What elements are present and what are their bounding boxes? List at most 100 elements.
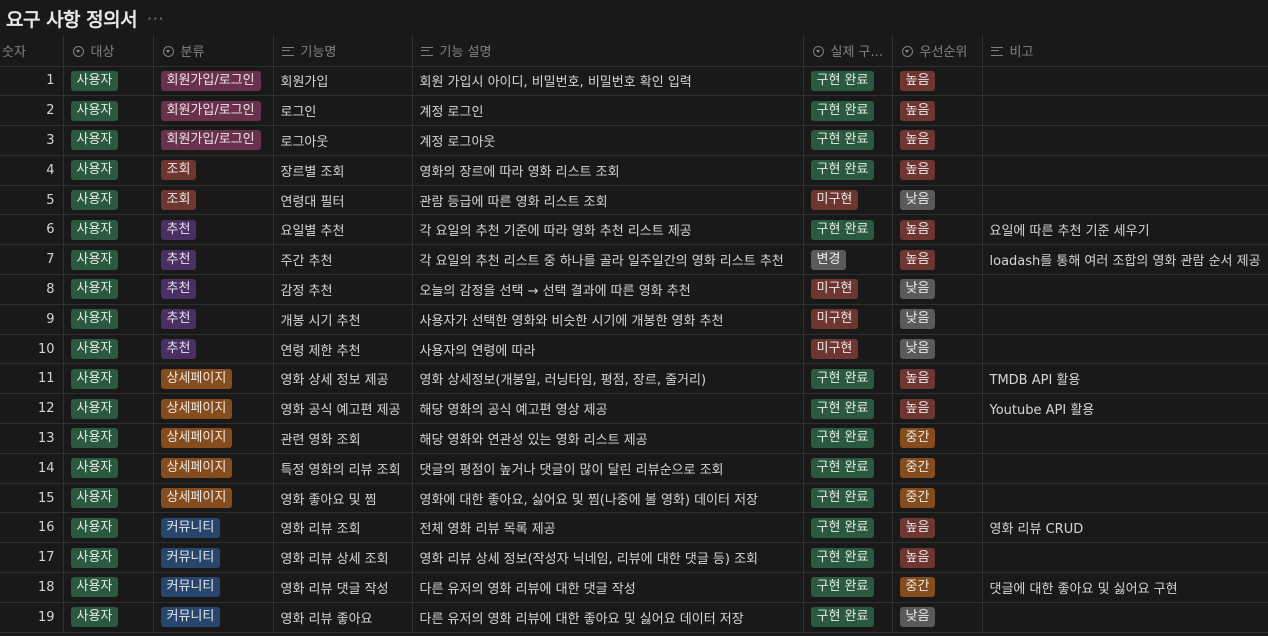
- target-cell[interactable]: 사용자: [63, 393, 154, 425]
- category-cell[interactable]: 조회: [153, 155, 274, 186]
- note-cell[interactable]: [982, 602, 1268, 633]
- category-cell[interactable]: 추천: [153, 334, 274, 365]
- feature-cell[interactable]: 영화 리뷰 좋아요: [273, 602, 413, 633]
- table-row[interactable]: 2 사용자 회원가입/로그인 로그인 계정 로그인 구현 완료 높음: [0, 95, 1268, 127]
- category-cell[interactable]: 회원가입/로그인: [153, 95, 274, 127]
- status-cell[interactable]: 구현 완료: [803, 95, 893, 127]
- column-header-category[interactable]: 분류: [153, 35, 274, 67]
- feature-cell[interactable]: 영화 리뷰 조회: [273, 512, 413, 544]
- feature-cell[interactable]: 영화 리뷰 상세 조회: [273, 542, 413, 574]
- num-cell[interactable]: 8: [0, 274, 64, 305]
- num-cell[interactable]: 17: [0, 542, 64, 574]
- desc-cell[interactable]: 영화 리뷰 상세 정보(작성자 닉네임, 리뷰에 대한 댓글 등) 조회: [412, 542, 804, 574]
- status-cell[interactable]: 구현 완료: [803, 393, 893, 425]
- table-row[interactable]: 3 사용자 회원가입/로그인 로그아웃 계정 로그아웃 구현 완료 높음: [0, 125, 1268, 156]
- table-row[interactable]: 5 사용자 조회 연령대 필터 관람 등급에 따른 영화 리스트 조회 미구현 낮음: [0, 185, 1268, 216]
- table-row[interactable]: 13 사용자 상세페이지 관련 영화 조회 해당 영화와 연관성 있는 영화 리스트 제…: [0, 423, 1268, 454]
- priority-cell[interactable]: 높음: [892, 244, 983, 276]
- feature-cell[interactable]: 관련 영화 조회: [273, 423, 413, 454]
- note-cell[interactable]: [982, 66, 1268, 97]
- feature-cell[interactable]: 영화 상세 정보 제공: [273, 363, 413, 395]
- target-cell[interactable]: 사용자: [63, 244, 154, 276]
- feature-cell[interactable]: 영화 리뷰 댓글 작성: [273, 572, 413, 603]
- feature-cell[interactable]: 로그아웃: [273, 125, 413, 156]
- status-cell[interactable]: 미구현: [803, 274, 893, 305]
- feature-cell[interactable]: 로그인: [273, 95, 413, 127]
- category-cell[interactable]: 커뮤니티: [153, 512, 274, 544]
- note-cell[interactable]: 요일에 따른 추천 기준 세우기: [982, 214, 1268, 246]
- category-cell[interactable]: 추천: [153, 244, 274, 276]
- feature-cell[interactable]: 특정 영화의 리뷰 조회: [273, 453, 413, 484]
- desc-cell[interactable]: 해당 영화와 연관성 있는 영화 리스트 제공: [412, 423, 804, 454]
- target-cell[interactable]: 사용자: [63, 274, 154, 305]
- status-cell[interactable]: 변경: [803, 244, 893, 276]
- note-cell[interactable]: [982, 423, 1268, 454]
- table-row[interactable]: 9 사용자 추천 개봉 시기 추천 사용자가 선택한 영화와 비슷한 시기에 개봉한 영…: [0, 304, 1268, 335]
- target-cell[interactable]: 사용자: [63, 453, 154, 484]
- column-header-desc[interactable]: 기능 설명: [412, 35, 804, 67]
- target-cell[interactable]: 사용자: [63, 512, 154, 544]
- desc-cell[interactable]: 해당 영화의 공식 예고편 영상 제공: [412, 393, 804, 425]
- desc-cell[interactable]: 영화 상세정보(개봉일, 러닝타임, 평점, 장르, 줄거리): [412, 363, 804, 395]
- num-cell[interactable]: 5: [0, 185, 64, 216]
- num-cell[interactable]: 13: [0, 423, 64, 454]
- status-cell[interactable]: 구현 완료: [803, 512, 893, 544]
- status-cell[interactable]: 구현 완료: [803, 423, 893, 454]
- table-row[interactable]: 19 사용자 커뮤니티 영화 리뷰 좋아요 다른 유저의 영화 리뷰에 대한 좋아요 및…: [0, 602, 1268, 633]
- feature-cell[interactable]: 연령대 필터: [273, 185, 413, 216]
- feature-cell[interactable]: 장르별 조회: [273, 155, 413, 186]
- desc-cell[interactable]: 각 요일의 추천 리스트 중 하나를 골라 일주일간의 영화 리스트 추천: [412, 244, 804, 276]
- priority-cell[interactable]: 중간: [892, 572, 983, 603]
- priority-cell[interactable]: 높음: [892, 363, 983, 395]
- feature-cell[interactable]: 개봉 시기 추천: [273, 304, 413, 335]
- note-cell[interactable]: [982, 483, 1268, 514]
- column-header-num[interactable]: 숫자: [0, 35, 64, 67]
- num-cell[interactable]: 14: [0, 453, 64, 484]
- num-cell[interactable]: 7: [0, 244, 64, 276]
- num-cell[interactable]: 2: [0, 95, 64, 127]
- num-cell[interactable]: 19: [0, 602, 64, 633]
- priority-cell[interactable]: 높음: [892, 66, 983, 97]
- num-cell[interactable]: 6: [0, 214, 64, 246]
- note-cell[interactable]: [982, 185, 1268, 216]
- feature-cell[interactable]: 감정 추천: [273, 274, 413, 305]
- priority-cell[interactable]: 높음: [892, 155, 983, 186]
- table-row[interactable]: 6 사용자 추천 요일별 추천 각 요일의 추천 기준에 따라 영화 추천 리스트 제공…: [0, 214, 1268, 246]
- num-cell[interactable]: 15: [0, 483, 64, 514]
- table-row[interactable]: 12 사용자 상세페이지 영화 공식 예고편 제공 해당 영화의 공식 예고편 영상 제…: [0, 393, 1268, 425]
- target-cell[interactable]: 사용자: [63, 185, 154, 216]
- category-cell[interactable]: 추천: [153, 304, 274, 335]
- num-cell[interactable]: 10: [0, 334, 64, 365]
- note-cell[interactable]: [982, 542, 1268, 574]
- target-cell[interactable]: 사용자: [63, 483, 154, 514]
- desc-cell[interactable]: 다른 유저의 영화 리뷰에 대한 댓글 작성: [412, 572, 804, 603]
- priority-cell[interactable]: 낮음: [892, 334, 983, 365]
- column-header-target[interactable]: 대상: [63, 35, 154, 67]
- note-cell[interactable]: [982, 125, 1268, 156]
- desc-cell[interactable]: 각 요일의 추천 기준에 따라 영화 추천 리스트 제공: [412, 214, 804, 246]
- num-cell[interactable]: 9: [0, 304, 64, 335]
- priority-cell[interactable]: 낮음: [892, 304, 983, 335]
- num-cell[interactable]: 11: [0, 363, 64, 395]
- note-cell[interactable]: TMDB API 활용: [982, 363, 1268, 395]
- table-row[interactable]: 1 사용자 회원가입/로그인 회원가입 회원 가입시 아이디, 비밀번호, 비밀번호 확…: [0, 66, 1268, 97]
- priority-cell[interactable]: 높음: [892, 214, 983, 246]
- status-cell[interactable]: 구현 완료: [803, 363, 893, 395]
- table-row[interactable]: 17 사용자 커뮤니티 영화 리뷰 상세 조회 영화 리뷰 상세 정보(작성자 닉네임,…: [0, 542, 1268, 574]
- desc-cell[interactable]: 댓글의 평점이 높거나 댓글이 많이 달린 리뷰순으로 조회: [412, 453, 804, 484]
- feature-cell[interactable]: 영화 공식 예고편 제공: [273, 393, 413, 425]
- note-cell[interactable]: Youtube API 활용: [982, 393, 1268, 425]
- note-cell[interactable]: [982, 334, 1268, 365]
- status-cell[interactable]: 미구현: [803, 304, 893, 335]
- num-cell[interactable]: 12: [0, 393, 64, 425]
- desc-cell[interactable]: 관람 등급에 따른 영화 리스트 조회: [412, 185, 804, 216]
- target-cell[interactable]: 사용자: [63, 334, 154, 365]
- status-cell[interactable]: 구현 완료: [803, 483, 893, 514]
- desc-cell[interactable]: 영화에 대한 좋아요, 싫어요 및 찜(나중에 볼 영화) 데이터 저장: [412, 483, 804, 514]
- table-row[interactable]: 8 사용자 추천 감정 추천 오늘의 감정을 선택 → 선택 결과에 따른 영화 추천 미…: [0, 274, 1268, 305]
- category-cell[interactable]: 상세페이지: [153, 363, 274, 395]
- status-cell[interactable]: 구현 완료: [803, 453, 893, 484]
- category-cell[interactable]: 회원가입/로그인: [153, 66, 274, 97]
- priority-cell[interactable]: 중간: [892, 453, 983, 484]
- target-cell[interactable]: 사용자: [63, 66, 154, 97]
